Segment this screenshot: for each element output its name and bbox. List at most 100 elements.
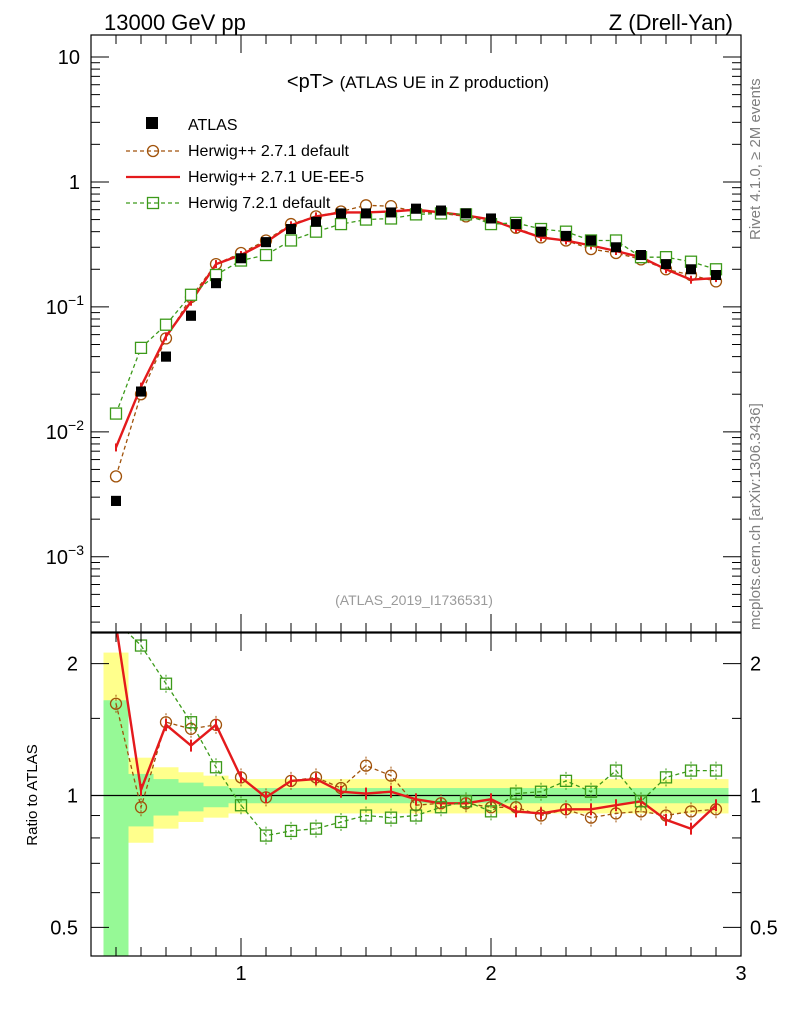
atlas-data-point-top — [136, 386, 146, 397]
herwigpp-ueee5-line — [114, 208, 717, 448]
atlas-data-point-top — [336, 208, 346, 219]
atlas-data-point-top — [211, 278, 221, 289]
mcplots-label: mcplots.cern.ch [arXiv:1306.3436] — [747, 403, 764, 630]
herwig7-default-point — [334, 217, 348, 231]
legend-label-atlas: ATLAS — [188, 117, 238, 134]
ratio-herwig7-default-point — [309, 822, 323, 835]
atlas-data-point-top — [586, 235, 596, 246]
ratio-band-green — [103, 700, 129, 956]
ratio-panel: 2 2 1 1 0.5 0.5 1 2 3 Ratio to ATLAS — [24, 632, 778, 985]
ratio-herwigpp-default-point — [384, 769, 398, 782]
herwig7-default-point — [159, 318, 173, 331]
legend-marker-herwigpp-default — [146, 144, 160, 158]
analysis-watermark: (ATLAS_2019_I1736531) — [335, 592, 493, 608]
main-ytick-label: 10−1 — [46, 292, 84, 319]
ratio-herwig7-default-point — [284, 824, 298, 838]
atlas-data-point-top — [536, 226, 546, 237]
atlas-data-point-top — [436, 205, 446, 216]
ratio-herwig7-default-point — [484, 805, 498, 818]
ratio-herwig7-default-point — [409, 809, 423, 822]
legend-label-herwigpp-default: Herwig++ 2.7.1 default — [188, 143, 350, 160]
main-title: <pT> (ATLAS UE in Z production) — [287, 71, 549, 93]
atlas-data-point-top — [511, 219, 521, 230]
main-panel: 10 1 10−1 10−2 10−3 <pT> (ATLAS UE in Z produ… — [46, 34, 742, 633]
legend-label-herwig7-default: Herwig 7.2.1 default — [188, 195, 331, 212]
ratio-herwig7-default-point — [584, 785, 598, 798]
ratio-ytick-label: 2 — [67, 654, 78, 676]
ratio-herwig7-default-point — [459, 795, 473, 808]
ratio-herwigpp-default-point — [359, 759, 373, 772]
ratio-herwig7-default-point — [234, 799, 248, 812]
atlas-data-point-top — [161, 351, 171, 362]
ratio-ytick-label: 1 — [67, 785, 78, 807]
ratio-herwig7-default-point — [509, 787, 523, 800]
ratio-herwig7-default-point — [209, 761, 223, 774]
ratio-xtick-label: 1 — [235, 963, 246, 985]
herwig7-default-point — [309, 225, 323, 238]
ratio-ylabel: Ratio to ATLAS — [24, 744, 41, 845]
ratio-herwig7-default-point — [359, 809, 373, 822]
atlas-data-point-top — [686, 264, 696, 275]
ratio-herwig7-default-point — [434, 801, 448, 814]
herwig7-default-point — [109, 407, 123, 420]
atlas-data-point-top — [711, 269, 721, 280]
ratio-herwig7-default-point — [659, 771, 673, 784]
ratio-herwig7-default-point — [684, 764, 698, 777]
atlas-data-point-top — [286, 224, 296, 235]
header-right: Z (Drell-Yan) — [609, 10, 733, 35]
atlas-data-point-top — [486, 213, 496, 224]
atlas-data-point-top — [311, 216, 321, 227]
atlas-data-point-top — [561, 230, 571, 241]
rivet-version-label: Rivet 4.1.0, ≥ 2M events — [747, 78, 764, 240]
legend-label-herwigpp-ueee5: Herwig++ 2.7.1 UE-EE-5 — [188, 169, 364, 186]
atlas-data-point-top — [461, 208, 471, 219]
ratio-herwig7-default-point — [259, 829, 273, 842]
atlas-data-point-top — [111, 495, 121, 506]
ratio-herwig7-default-point — [709, 764, 723, 777]
main-ytick-label: 10−3 — [46, 542, 84, 569]
ratio-herwig7-default-point — [534, 785, 548, 798]
herwig7-default-point — [184, 288, 198, 301]
ratio-herwig7-default-point — [609, 764, 623, 777]
ratio-ytick-label-right: 0.5 — [750, 917, 778, 939]
atlas-data-point-top — [236, 253, 246, 264]
ratio-herwigpp-default-point — [684, 805, 698, 818]
herwig7-default-point — [134, 341, 148, 355]
atlas-data-point-top — [611, 242, 621, 253]
ratio-xtick-label: 3 — [735, 963, 746, 985]
legend: ATLAS Herwig++ 2.7.1 default Herwig++ 2.… — [126, 117, 364, 212]
ratio-band-green — [153, 779, 179, 816]
ratio-herwig7-default-point — [384, 811, 398, 824]
ratio-herwig7-default-point — [634, 795, 648, 808]
atlas-data-point-top — [361, 208, 371, 219]
ratio-herwig7-default-point — [159, 677, 173, 690]
header-left: 13000 GeV pp — [104, 10, 246, 35]
ratio-band-green — [203, 786, 229, 808]
atlas-data-point-top — [186, 310, 196, 321]
main-ytick-label: 1 — [69, 172, 80, 194]
ratio-ytick-label-right: 2 — [750, 654, 761, 676]
ratio-herwig7-default-point — [559, 774, 573, 788]
ratio-herwigpp-default-point — [109, 697, 123, 710]
ratio-herwig7-default-point — [184, 716, 198, 729]
atlas-data-point-top — [661, 259, 671, 270]
herwig7-default-line — [115, 212, 717, 414]
ratio-herwigpp-default-point — [134, 801, 148, 814]
herwig7-default-point — [259, 248, 273, 262]
atlas-data-point-top — [261, 237, 271, 248]
legend-marker-atlas — [146, 117, 158, 129]
atlas-data-point-top — [636, 250, 646, 261]
atlas-data-point-top — [386, 207, 396, 218]
herwig7-default-point — [284, 234, 298, 247]
ratio-xtick-label: 2 — [485, 963, 496, 985]
main-ytick-label: 10 — [58, 47, 80, 69]
herwigpp-default-line — [115, 204, 717, 477]
ratio-herwig7-default-point — [334, 815, 348, 829]
ratio-band-green — [178, 782, 204, 812]
herwigpp-default-point — [109, 470, 123, 483]
ratio-ytick-label: 0.5 — [50, 917, 78, 939]
ratio-ytick-label-right: 1 — [750, 785, 761, 807]
atlas-data-point-top — [411, 203, 421, 214]
legend-marker-herwig7-default — [146, 196, 160, 210]
